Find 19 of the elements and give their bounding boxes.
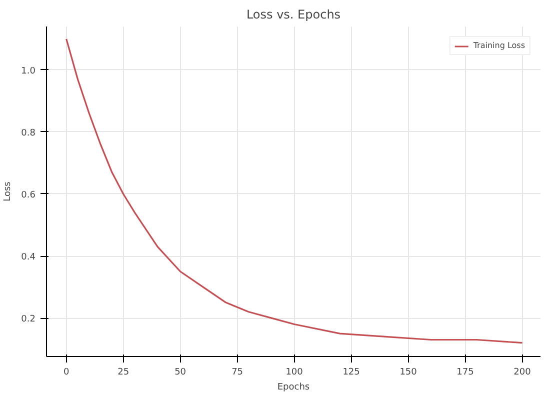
x-tick-label: 50 [174, 368, 186, 378]
x-tick-label: 25 [118, 368, 130, 378]
y-tick-label: 0.2 [21, 314, 36, 325]
x-tick-label: 75 [232, 368, 244, 378]
y-tick-label: 1.0 [21, 66, 36, 76]
x-tick-label: 125 [342, 368, 360, 378]
line-series [66, 38, 524, 344]
y-tick-label: 0.8 [21, 128, 36, 138]
x-tick-label: 150 [400, 368, 418, 378]
legend-label: Training Loss [473, 41, 525, 50]
x-tick-label: 175 [456, 368, 474, 378]
chart-title: Loss vs. Epochs [246, 8, 341, 22]
y-axis-title: Loss [3, 181, 14, 202]
x-tick-label: 200 [514, 368, 532, 378]
y-tick-label: 0.4 [21, 252, 36, 263]
x-tick-label: 0 [63, 368, 70, 378]
y-tick-label: 0.6 [21, 190, 36, 200]
x-axis-title: Epochs [277, 382, 310, 392]
x-tick-label: 100 [286, 368, 304, 378]
